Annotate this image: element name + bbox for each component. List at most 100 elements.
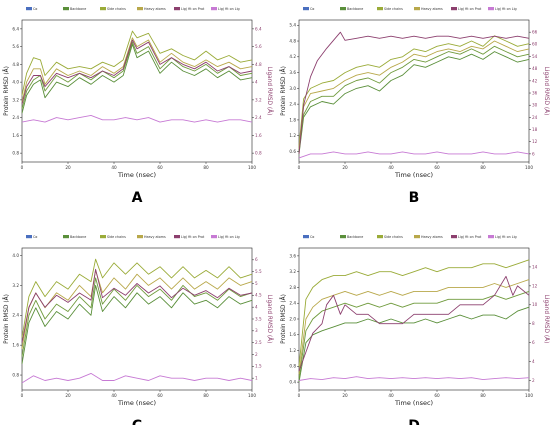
series-line-4 [21, 39, 253, 105]
x-tick-label: 60 [434, 165, 440, 170]
x-tick-label: 40 [388, 393, 394, 398]
y2-tick-label: 8 [532, 321, 535, 326]
legend-entry: Side chains [384, 7, 403, 11]
legend-swatch [63, 235, 69, 239]
x-tick-label: 20 [65, 165, 71, 170]
x-tick-label: 0 [298, 393, 301, 398]
x-tick-label: 80 [480, 165, 486, 170]
y2-axis-label: Ligand RMSD (Å) [543, 295, 550, 344]
series-line-1 [298, 45, 530, 152]
x-tick-label: 80 [203, 165, 209, 170]
y-tick-label: 3.2 [12, 283, 19, 288]
legend-entry: Backbone [70, 7, 86, 11]
legend-entry: Cα [310, 7, 315, 11]
legend: Cα Backbone Side chains Heavy atoms Lig) fit… [303, 235, 517, 239]
panel-label: A [132, 190, 143, 206]
y2-tick-label: 42 [532, 78, 538, 83]
y-tick-label: 1.6 [12, 343, 19, 348]
chart-panel-c: Cα Backbone Side chains Heavy atoms Lig) fit… [3, 235, 273, 425]
legend-entry: Heavy atoms [421, 235, 443, 239]
y2-tick-label: 1 [255, 376, 258, 381]
y-tick-label: 4.0 [12, 80, 19, 85]
x-tick-label: 0 [21, 393, 24, 398]
y-axis-label: Protein RMSD (Å) [280, 66, 287, 116]
y2-axis-label: Ligand RMSD (Å) [543, 67, 550, 116]
y2-tick-label: 1.6 [255, 133, 262, 138]
x-tick-label: 40 [388, 165, 394, 170]
series-line-3 [21, 269, 253, 349]
y2-tick-label: 60 [532, 42, 538, 47]
x-tick-label: 100 [248, 393, 256, 398]
y2-tick-label: 66 [532, 30, 538, 35]
series-line-5 [21, 114, 253, 123]
legend-swatch [26, 7, 32, 11]
y2-axis-label: Ligand RMSD (Å) [266, 67, 273, 116]
x-tick-label: 100 [248, 165, 256, 170]
legend-swatch [63, 7, 69, 11]
legend-swatch [414, 235, 420, 239]
legend-swatch [377, 7, 383, 11]
legend-entry: Lig) fit on Lig [218, 7, 240, 11]
series-line-4 [298, 31, 530, 154]
legend-entry: Lig) fit on Prot [458, 235, 482, 239]
y-tick-label: 4.0 [12, 253, 19, 258]
legend: Cα Backbone Side chains Heavy atoms Lig) fit… [303, 7, 517, 11]
legend-entry: Cα [33, 235, 38, 239]
y2-tick-label: 12 [532, 139, 538, 144]
x-tick-label: 40 [111, 165, 117, 170]
y-tick-label: 2.4 [12, 313, 19, 318]
y-tick-label: 4.8 [289, 38, 296, 43]
x-tick-label: 0 [21, 165, 24, 170]
legend-entry: Lig) fit on Lig [218, 235, 240, 239]
y-tick-label: 0.8 [12, 151, 19, 156]
y2-tick-label: 24 [532, 115, 538, 120]
series-line-3 [298, 40, 530, 149]
y-tick-label: 2.4 [12, 115, 19, 120]
legend-swatch [340, 7, 346, 11]
series-line-3 [21, 37, 253, 103]
legend-entry: Lig) fit on Prot [458, 7, 482, 11]
y2-tick-label: 6 [532, 340, 535, 345]
series-line-3 [298, 279, 530, 375]
legend-entry: Side chains [107, 7, 126, 11]
y2-tick-label: 3 [255, 328, 258, 333]
legend-swatch [488, 235, 494, 239]
series-line-0 [21, 284, 253, 364]
y-tick-label: 3.2 [12, 97, 19, 102]
chart-panel-b: Cα Backbone Side chains Heavy atoms Lig) fit… [280, 7, 550, 206]
y2-tick-label: 6.4 [255, 26, 262, 31]
legend-entry: Lig) fit on Prot [181, 7, 205, 11]
legend-swatch [414, 7, 420, 11]
legend-entry: Heavy atoms [144, 235, 166, 239]
x-tick-label: 20 [65, 393, 71, 398]
y2-tick-label: 5 [255, 281, 258, 286]
legend: Cα Backbone Side chains Heavy atoms Lig) fit… [26, 7, 240, 11]
y-tick-label: 1.6 [289, 332, 296, 337]
legend-entry: Backbone [70, 235, 86, 239]
legend-swatch [174, 7, 180, 11]
y2-tick-label: 12 [532, 283, 538, 288]
y2-tick-label: 6 [532, 151, 535, 156]
y-tick-label: 4.2 [289, 54, 296, 59]
y-tick-label: 0.8 [12, 372, 19, 377]
series-line-2 [21, 30, 253, 96]
y-tick-label: 1.2 [289, 348, 296, 353]
plot-area [21, 19, 253, 163]
y2-tick-label: 14 [532, 264, 538, 269]
legend-entry: Backbone [347, 235, 363, 239]
series-line-2 [298, 35, 530, 147]
y-tick-label: 5.6 [12, 44, 19, 49]
y2-tick-label: 4 [532, 359, 535, 364]
y2-tick-label: 3.2 [255, 97, 262, 102]
y2-tick-label: 3.5 [255, 316, 262, 321]
y2-tick-label: 2 [255, 352, 258, 357]
legend-entry: Lig) fit on Lig [495, 7, 517, 11]
series-line-4 [298, 275, 530, 372]
y2-tick-label: 2 [532, 378, 535, 383]
y-tick-label: 2.0 [289, 316, 296, 321]
y2-tick-label: 30 [532, 103, 538, 108]
legend-entry: Cα [33, 7, 38, 11]
y2-tick-label: 4.5 [255, 293, 262, 298]
legend-swatch [100, 7, 106, 11]
